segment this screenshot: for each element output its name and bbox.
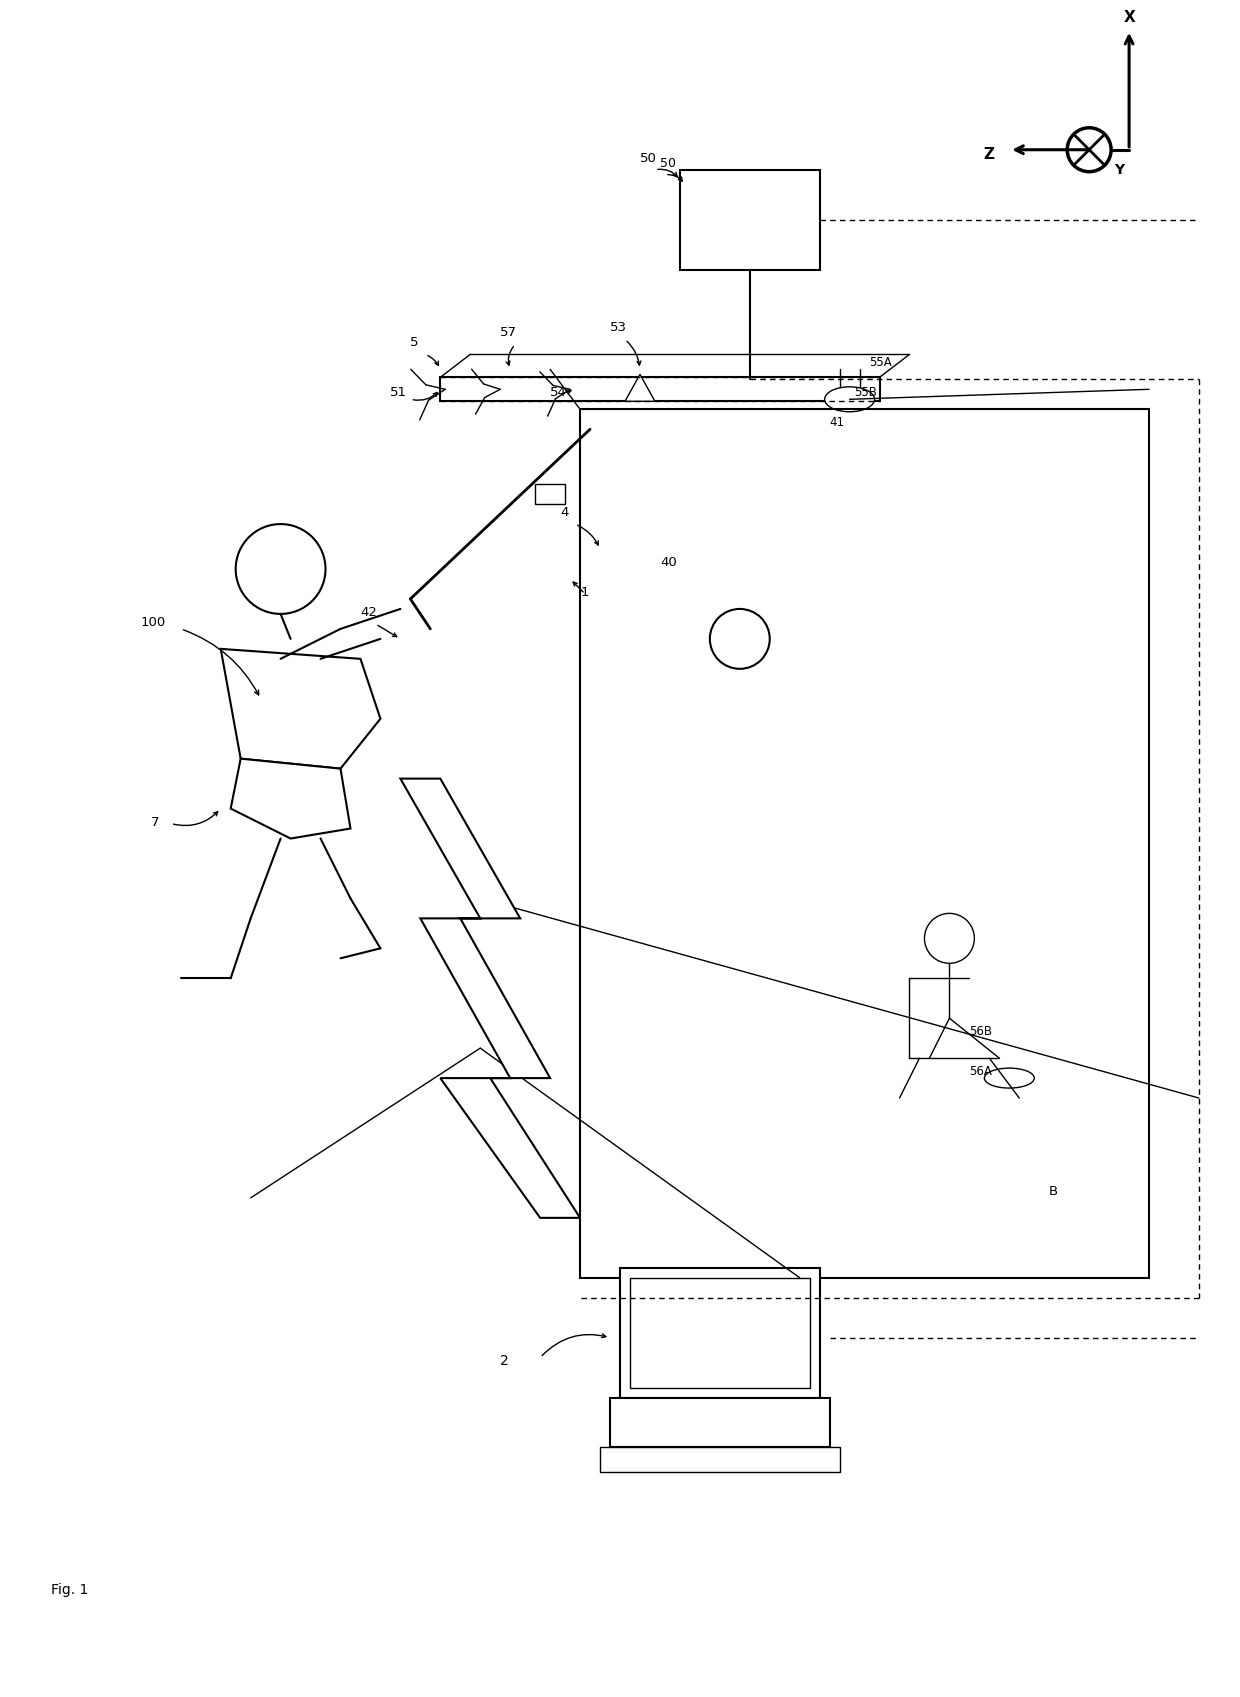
- Text: 55A: 55A: [869, 356, 893, 370]
- Text: 50: 50: [660, 156, 676, 170]
- Polygon shape: [221, 648, 381, 769]
- Bar: [440, 377, 879, 400]
- Bar: [680, 170, 820, 270]
- Text: 57: 57: [500, 326, 517, 339]
- Text: 2: 2: [500, 1354, 508, 1368]
- Text: 5: 5: [410, 336, 419, 350]
- Text: Y: Y: [1114, 163, 1125, 176]
- Text: 53: 53: [610, 321, 627, 334]
- Text: 56B: 56B: [970, 1025, 992, 1039]
- Polygon shape: [401, 779, 580, 1218]
- Text: 4: 4: [560, 506, 568, 519]
- Bar: [600, 1448, 839, 1473]
- Polygon shape: [625, 375, 655, 400]
- Bar: [630, 1278, 810, 1388]
- Ellipse shape: [985, 1067, 1034, 1088]
- Polygon shape: [231, 759, 351, 838]
- Text: X: X: [1125, 10, 1136, 25]
- Text: 1: 1: [580, 585, 589, 599]
- Text: 51: 51: [391, 387, 408, 399]
- Text: 50: 50: [640, 151, 657, 165]
- Text: 55B: 55B: [854, 387, 878, 399]
- Bar: [620, 1268, 820, 1398]
- Ellipse shape: [825, 387, 874, 412]
- Text: Z: Z: [983, 148, 994, 163]
- Text: Fig. 1: Fig. 1: [51, 1583, 88, 1597]
- Bar: [580, 409, 1149, 1278]
- Text: 100: 100: [141, 616, 166, 630]
- Text: 7: 7: [151, 816, 159, 828]
- Text: 54: 54: [551, 387, 567, 399]
- Text: 56A: 56A: [970, 1066, 992, 1078]
- Bar: [610, 1398, 830, 1448]
- Text: B: B: [1049, 1185, 1059, 1198]
- Text: 41: 41: [830, 416, 844, 429]
- Circle shape: [236, 524, 326, 614]
- Bar: [536, 484, 565, 504]
- Text: 40: 40: [660, 557, 677, 568]
- Text: 42: 42: [361, 606, 377, 619]
